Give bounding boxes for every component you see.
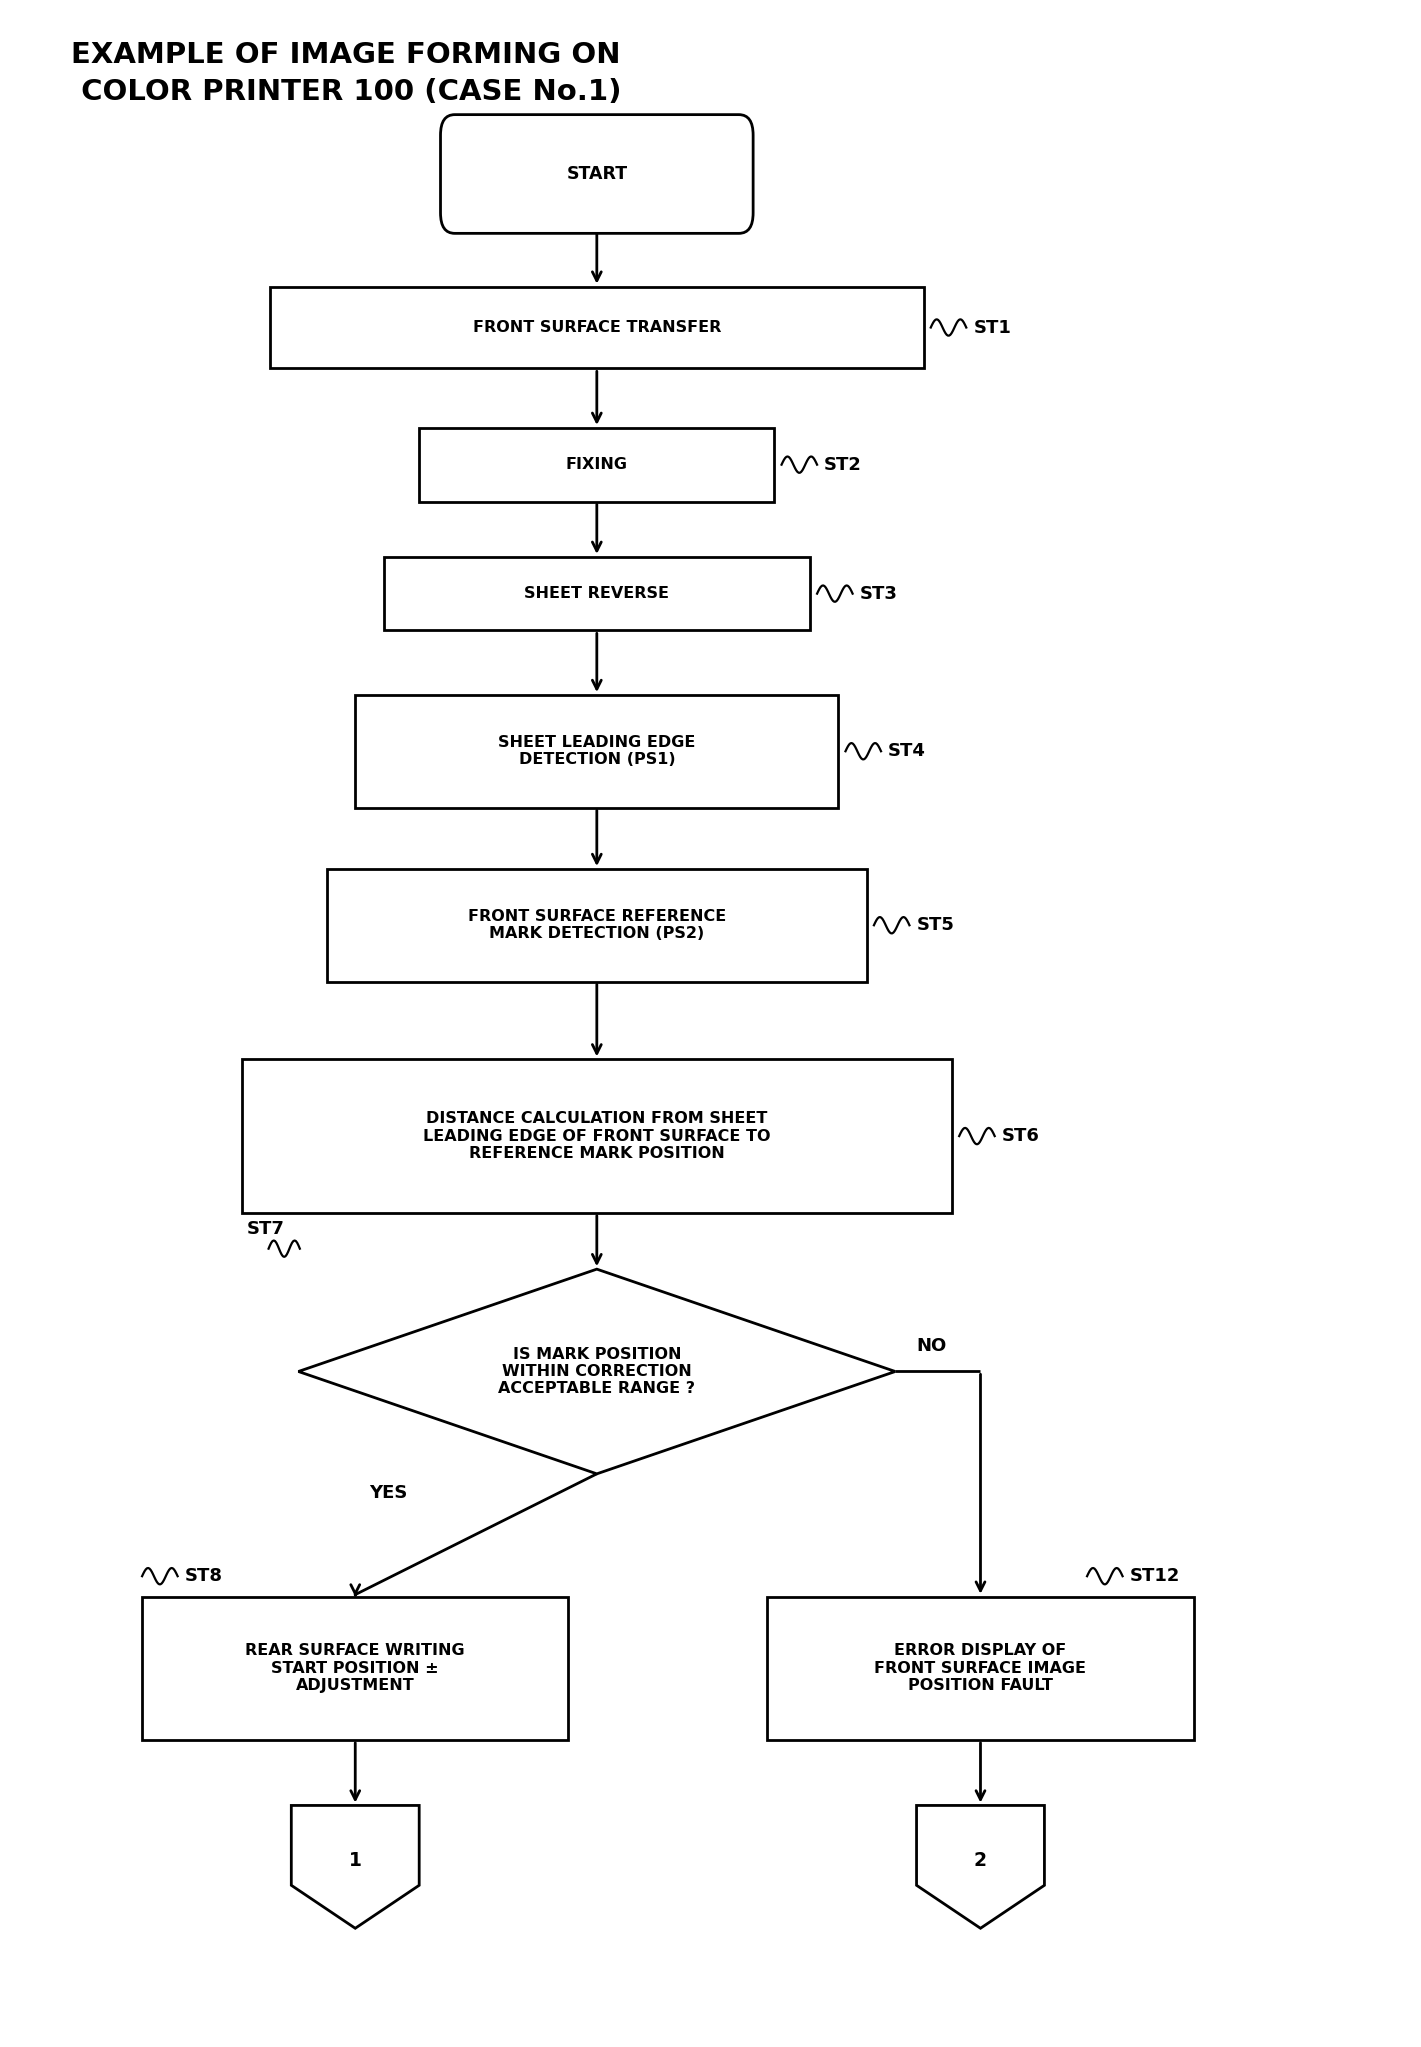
Bar bbox=[270, 287, 924, 368]
Text: ST4: ST4 bbox=[888, 743, 926, 759]
Bar bbox=[355, 694, 838, 807]
Text: YES: YES bbox=[369, 1484, 408, 1502]
Polygon shape bbox=[298, 1269, 895, 1474]
Bar bbox=[142, 1597, 568, 1740]
Text: ST8: ST8 bbox=[185, 1568, 223, 1584]
Text: 2: 2 bbox=[973, 1850, 988, 1871]
Text: COLOR PRINTER 100 (CASE No.1): COLOR PRINTER 100 (CASE No.1) bbox=[71, 78, 621, 106]
Text: SHEET REVERSE: SHEET REVERSE bbox=[524, 585, 669, 602]
Bar bbox=[767, 1597, 1194, 1740]
Text: START: START bbox=[566, 166, 628, 182]
Text: NO: NO bbox=[917, 1337, 946, 1355]
Text: ST5: ST5 bbox=[917, 917, 955, 933]
Text: FRONT SURFACE TRANSFER: FRONT SURFACE TRANSFER bbox=[473, 319, 720, 336]
Bar bbox=[242, 1060, 952, 1212]
Bar bbox=[327, 868, 867, 981]
Text: ST3: ST3 bbox=[860, 585, 898, 602]
Text: ST2: ST2 bbox=[824, 456, 863, 473]
Text: ST7: ST7 bbox=[246, 1220, 284, 1238]
Text: ST12: ST12 bbox=[1130, 1568, 1179, 1584]
Text: ST1: ST1 bbox=[973, 319, 1012, 336]
Polygon shape bbox=[291, 1805, 419, 1928]
Text: FRONT SURFACE REFERENCE
MARK DETECTION (PS2): FRONT SURFACE REFERENCE MARK DETECTION (… bbox=[468, 909, 726, 942]
Text: FIXING: FIXING bbox=[566, 456, 628, 473]
FancyBboxPatch shape bbox=[441, 115, 753, 233]
Polygon shape bbox=[917, 1805, 1044, 1928]
Text: SHEET LEADING EDGE
DETECTION (PS1): SHEET LEADING EDGE DETECTION (PS1) bbox=[499, 735, 695, 768]
Text: ERROR DISPLAY OF
FRONT SURFACE IMAGE
POSITION FAULT: ERROR DISPLAY OF FRONT SURFACE IMAGE POS… bbox=[874, 1644, 1087, 1693]
Text: IS MARK POSITION
WITHIN CORRECTION
ACCEPTABLE RANGE ?: IS MARK POSITION WITHIN CORRECTION ACCEP… bbox=[499, 1347, 695, 1396]
Text: DISTANCE CALCULATION FROM SHEET
LEADING EDGE OF FRONT SURFACE TO
REFERENCE MARK : DISTANCE CALCULATION FROM SHEET LEADING … bbox=[423, 1112, 770, 1161]
Bar bbox=[384, 557, 810, 630]
Text: EXAMPLE OF IMAGE FORMING ON: EXAMPLE OF IMAGE FORMING ON bbox=[71, 41, 621, 70]
Bar bbox=[419, 428, 774, 502]
Text: 1: 1 bbox=[348, 1850, 362, 1871]
Text: REAR SURFACE WRITING
START POSITION ±
ADJUSTMENT: REAR SURFACE WRITING START POSITION ± AD… bbox=[246, 1644, 465, 1693]
Text: ST6: ST6 bbox=[1002, 1128, 1040, 1144]
